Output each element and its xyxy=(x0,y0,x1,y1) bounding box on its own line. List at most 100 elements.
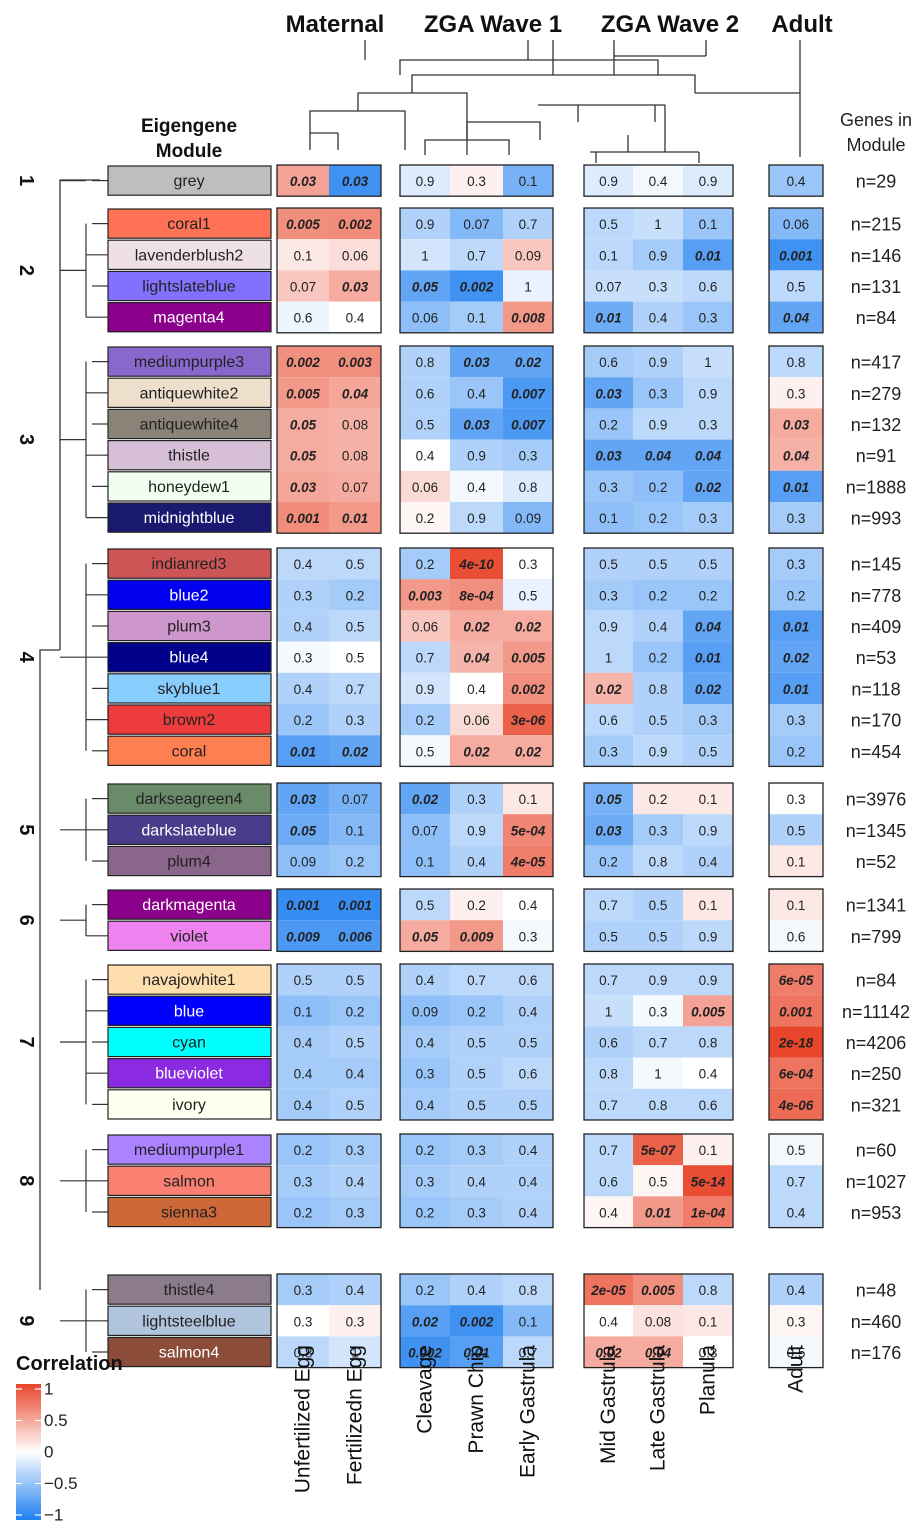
heatmap-cell xyxy=(633,470,683,502)
cell-value: 0.4 xyxy=(467,1283,486,1298)
heatmap-cell xyxy=(633,610,683,642)
cell-value: 0.02 xyxy=(695,682,722,697)
module-name: blue xyxy=(174,1003,204,1020)
heatmap-cell xyxy=(503,1336,553,1368)
module-row-sienna3: sienna3 xyxy=(107,1196,272,1228)
cell-value: 0.9 xyxy=(699,929,718,944)
module-row-mediumpurple3: mediumpurple3 xyxy=(107,346,272,377)
heatmap-cell xyxy=(329,704,381,736)
cell-value: 0.002 xyxy=(286,355,320,370)
cell-value: 0.4 xyxy=(294,557,313,572)
cell-value: 0.4 xyxy=(599,1206,618,1221)
module-row-navajowhite1: navajowhite1 xyxy=(107,964,272,995)
heatmap-cell xyxy=(683,439,733,471)
cell-value: 3e-06 xyxy=(511,713,546,728)
module-row-blue: blue xyxy=(107,995,272,1027)
heatmap-cell xyxy=(633,1336,683,1368)
cell-value: 0.9 xyxy=(467,823,486,838)
heatmap-cell xyxy=(683,270,733,302)
cell-value: 0.5 xyxy=(467,1067,486,1082)
cluster-label-1: 1 xyxy=(15,175,37,186)
cell-value: 0.2 xyxy=(599,418,618,433)
gene-count: n=215 xyxy=(851,215,902,235)
heatmap-cell xyxy=(329,641,381,673)
gene-count: n=1888 xyxy=(846,477,907,497)
heatmap-cell xyxy=(769,1274,823,1306)
gene-count: n=52 xyxy=(856,852,897,872)
cell-value: 1 xyxy=(654,217,662,232)
heatmap-cell xyxy=(450,346,503,378)
gene-count: n=3976 xyxy=(846,790,907,810)
heatmap-cell xyxy=(277,270,329,302)
heatmap-cell xyxy=(633,814,683,846)
cell-value: 0.7 xyxy=(787,1174,806,1189)
cell-block-border xyxy=(768,164,824,197)
row-dendrogram-branch xyxy=(60,1149,87,1212)
heatmap-cell xyxy=(584,704,633,736)
heatmap-cell xyxy=(450,889,503,921)
cell-value: 0.8 xyxy=(699,1036,718,1051)
cell-value: 0.4 xyxy=(294,1036,313,1051)
heatmap-cell xyxy=(584,920,633,952)
heatmap-cell xyxy=(329,1274,381,1306)
module-row-lightslateblue: lightslateblue xyxy=(107,270,272,302)
cell-value: 0.1 xyxy=(699,1314,718,1329)
heatmap-cell xyxy=(503,610,553,642)
module-row-violet: violet xyxy=(107,920,272,952)
cell-value: 0.3 xyxy=(649,280,668,295)
module-name: violet xyxy=(170,928,208,945)
heatmap-cell xyxy=(400,208,450,240)
heatmap-cell xyxy=(633,408,683,440)
heatmap-cell xyxy=(503,239,553,271)
heatmap-cell xyxy=(400,1057,450,1089)
cell-block-border xyxy=(583,345,734,534)
heatmap-cell xyxy=(683,1026,733,1058)
cell-value: 2e-18 xyxy=(778,1036,814,1051)
cell-value: 0.4 xyxy=(649,311,668,326)
cell-value: 0.2 xyxy=(649,480,668,495)
cell-value: 0.4 xyxy=(649,174,668,189)
heatmap-cell xyxy=(584,377,633,409)
cell-value: 0.3 xyxy=(699,418,718,433)
cell-value: 0.007 xyxy=(511,418,546,433)
heatmap-cell xyxy=(503,408,553,440)
cell-value: 0.1 xyxy=(599,248,618,263)
cell-value: 0.03 xyxy=(290,480,317,495)
stage-label: Late Gastrula xyxy=(647,1345,670,1471)
module-row-magenta4: magenta4 xyxy=(107,302,272,333)
cell-value: 0.03 xyxy=(595,823,622,838)
heatmap-cell xyxy=(683,1336,733,1368)
heatmap-cell xyxy=(400,1026,450,1058)
heatmap-cell xyxy=(683,548,733,580)
cell-value: 0.2 xyxy=(416,713,435,728)
cell-value: 0.04 xyxy=(342,386,369,401)
cell-block-border xyxy=(276,1133,382,1229)
cell-value: 0.01 xyxy=(783,620,809,635)
heatmap-cell xyxy=(633,704,683,736)
stage-label: Cleavage xyxy=(414,1345,437,1434)
heatmap-cell xyxy=(329,1134,381,1166)
heatmap-cell xyxy=(450,735,503,767)
heatmap-cell xyxy=(633,548,683,580)
heatmap-cell xyxy=(584,470,633,502)
cell-value: 0.5 xyxy=(599,557,618,572)
gene-count: n=417 xyxy=(851,353,902,373)
heatmap-cell xyxy=(400,548,450,580)
row-dendrogram-branch xyxy=(60,979,87,1105)
heatmap-cell xyxy=(277,470,329,502)
module-row-plum3: plum3 xyxy=(107,610,272,642)
module-swatch xyxy=(107,704,272,735)
cell-value: 0.04 xyxy=(783,449,810,464)
cell-value: 0.7 xyxy=(599,898,618,913)
heatmap-cell xyxy=(450,165,503,197)
gene-count: n=1341 xyxy=(846,896,907,916)
cell-value: 0.6 xyxy=(416,386,435,401)
cell-value: 0.06 xyxy=(463,713,489,728)
cell-value: 0.9 xyxy=(649,744,668,759)
heatmap-cell xyxy=(683,377,733,409)
cell-value: 0.2 xyxy=(599,855,618,870)
cluster-label-3: 3 xyxy=(15,434,37,445)
module-row-antiquewhite2: antiquewhite2 xyxy=(107,377,272,409)
heatmap-cell xyxy=(584,270,633,302)
cell-value: 0.4 xyxy=(416,1036,435,1051)
